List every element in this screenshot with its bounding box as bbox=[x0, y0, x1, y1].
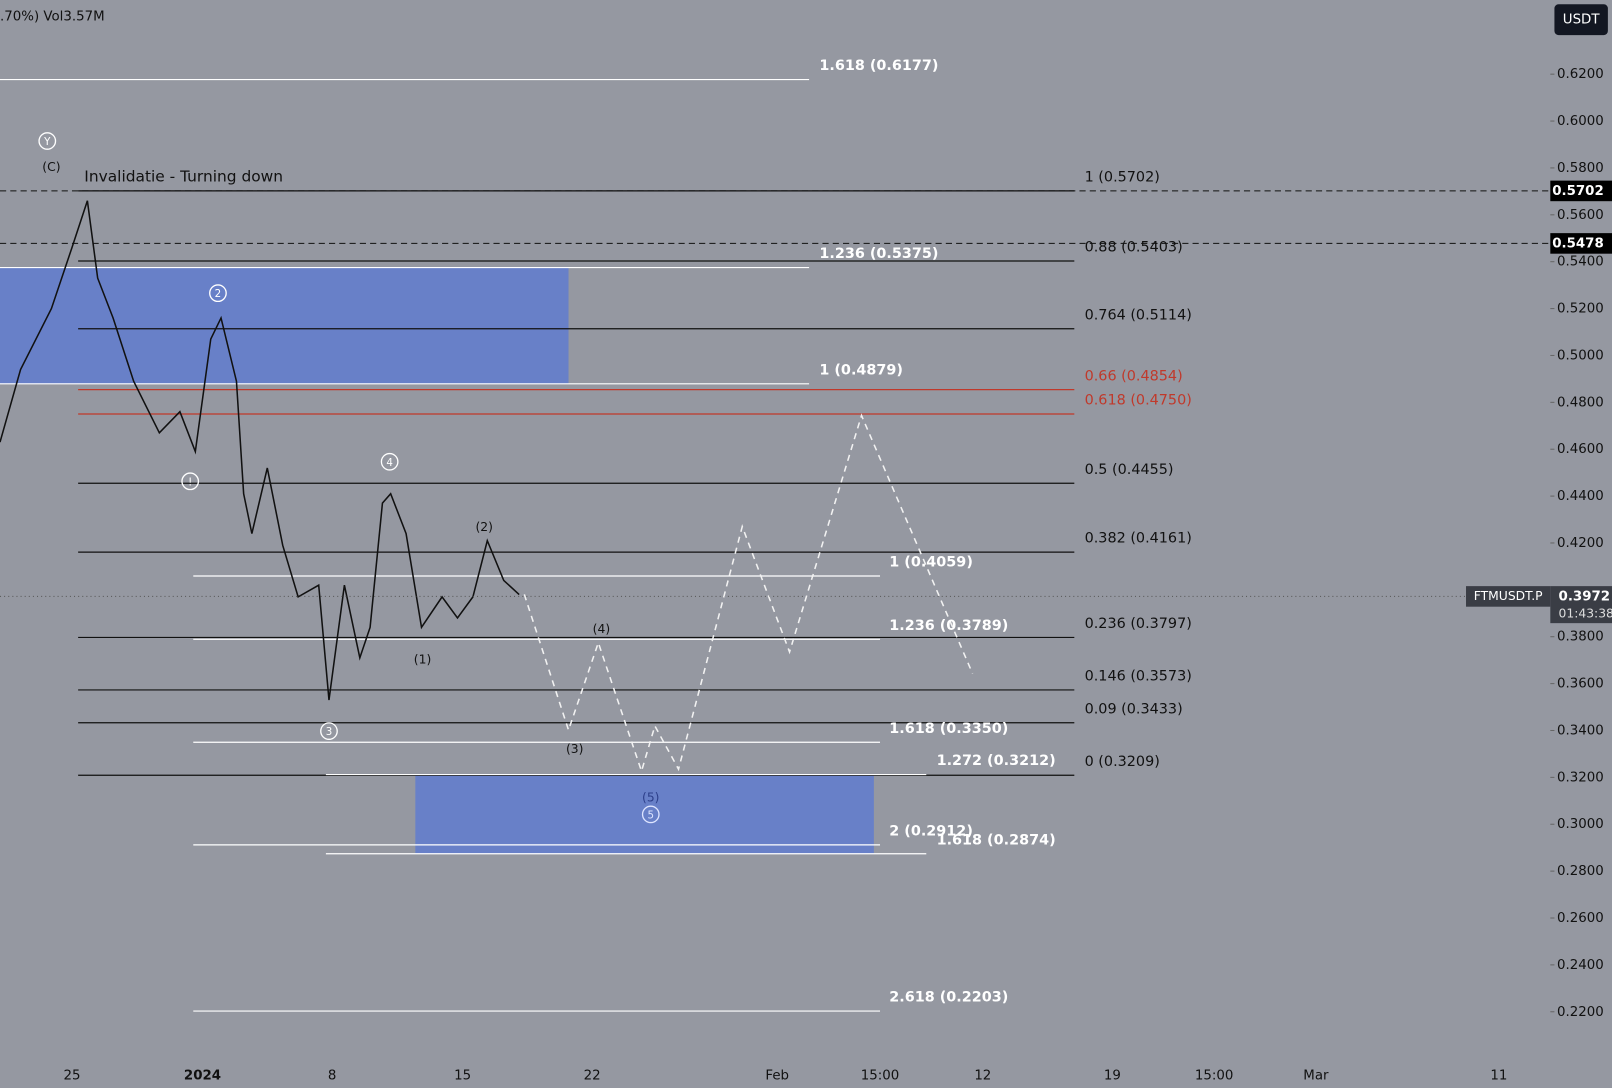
wave-label: 3 bbox=[326, 726, 333, 738]
currency-badge bbox=[1554, 4, 1608, 36]
fib-label: 1 (0.4059) bbox=[889, 555, 973, 571]
y-tick-label: 0.5000 bbox=[1557, 348, 1604, 363]
fib-label: 1.272 (0.3212) bbox=[937, 753, 1056, 769]
wave-label: (C) bbox=[42, 160, 60, 174]
x-tick-label: 15 bbox=[454, 1069, 471, 1084]
projection-path bbox=[523, 413, 974, 774]
y-tick-label: 0.5400 bbox=[1557, 255, 1604, 270]
price-line bbox=[0, 200, 520, 701]
wave-label: 4 bbox=[386, 457, 393, 469]
y-tick-label: 0.6000 bbox=[1557, 114, 1604, 129]
x-tick-label: Feb bbox=[765, 1069, 789, 1084]
wave-circle bbox=[181, 472, 200, 491]
wave-circle bbox=[209, 284, 227, 303]
y-tick-label: 0.2800 bbox=[1557, 864, 1604, 879]
y-tick-label: 0.3000 bbox=[1557, 817, 1604, 832]
y-tick-label: 0.3600 bbox=[1557, 677, 1604, 692]
fib-label: 2 (0.2912) bbox=[889, 824, 973, 840]
fib-label: 0.66 (0.4854) bbox=[1085, 368, 1183, 384]
wave-label: Y bbox=[43, 136, 51, 148]
zone bbox=[0, 267, 569, 384]
wave-label: ! bbox=[188, 476, 192, 488]
fib-label: 0.618 (0.4750) bbox=[1085, 393, 1192, 409]
y-tick-label: 0.5600 bbox=[1557, 208, 1604, 223]
y-tick-label: 0.3800 bbox=[1557, 630, 1604, 645]
y-tick-label: 0.5800 bbox=[1557, 161, 1604, 176]
wave-label: (2) bbox=[475, 520, 492, 534]
fib-label: 1.618 (0.6177) bbox=[819, 58, 938, 74]
status-text: .70%) Vol3.57M bbox=[0, 10, 105, 25]
fib-label: 1 (0.4879) bbox=[819, 362, 903, 378]
y-tick-label: 0.2600 bbox=[1557, 911, 1604, 926]
fib-label: 1.618 (0.3350) bbox=[889, 721, 1008, 737]
fib-label: 0.764 (0.5114) bbox=[1085, 307, 1192, 323]
price-tag: 0.5702 bbox=[1552, 184, 1604, 199]
y-tick-label: 0.4400 bbox=[1557, 489, 1604, 504]
current-price-box bbox=[1550, 586, 1612, 624]
wave-label: 5 bbox=[647, 809, 654, 821]
countdown: 01:43:38 bbox=[1559, 606, 1612, 620]
fib-label: 1.236 (0.3789) bbox=[889, 618, 1008, 634]
fib-label: 0.5 (0.4455) bbox=[1085, 462, 1174, 478]
y-tick-label: 0.4800 bbox=[1557, 395, 1604, 410]
wave-label: (5) bbox=[642, 790, 659, 804]
wave-circle bbox=[380, 452, 399, 471]
symbol-box bbox=[1466, 586, 1551, 607]
y-tick-label: 0.4200 bbox=[1557, 536, 1604, 551]
wave-circle bbox=[320, 722, 338, 740]
x-tick-label: 19 bbox=[1104, 1069, 1121, 1084]
fib-label: 0.236 (0.3797) bbox=[1085, 616, 1192, 632]
symbol: FTMUSDT.P bbox=[1474, 589, 1543, 603]
y-tick-label: 0.2200 bbox=[1557, 1005, 1604, 1020]
fib-label: 0.146 (0.3573) bbox=[1085, 669, 1192, 685]
wave-label: (3) bbox=[566, 742, 583, 756]
current-price: 0.3972 bbox=[1559, 589, 1611, 604]
price-tag-box bbox=[1550, 180, 1612, 202]
fib-label: 1.618 (0.2874) bbox=[937, 832, 1056, 848]
x-tick-label: 25 bbox=[63, 1069, 80, 1084]
wave-circle bbox=[641, 805, 660, 824]
wave-circle bbox=[38, 132, 57, 150]
fib-label: 0.88 (0.5403) bbox=[1085, 240, 1183, 256]
x-tick-label: 2024 bbox=[184, 1069, 221, 1084]
x-tick-label: 15:00 bbox=[1195, 1069, 1234, 1084]
fib-label: 1 (0.5702) bbox=[1085, 170, 1160, 186]
price-tag: 0.5478 bbox=[1552, 236, 1604, 251]
wave-label: (1) bbox=[414, 653, 431, 667]
x-tick-label: 8 bbox=[328, 1069, 336, 1084]
y-tick-label: 0.6200 bbox=[1557, 67, 1604, 82]
fib-label: 2.618 (0.2203) bbox=[889, 990, 1008, 1006]
zone bbox=[415, 774, 874, 854]
fib-label: 0 (0.3209) bbox=[1085, 754, 1160, 770]
x-tick-label: Mar bbox=[1303, 1069, 1329, 1084]
price-tag-box bbox=[1550, 233, 1612, 254]
x-tick-label: 15:00 bbox=[861, 1069, 899, 1084]
fib-label: 0.382 (0.4161) bbox=[1085, 531, 1192, 547]
x-tick-label: 11 bbox=[1490, 1069, 1507, 1084]
currency: USDT bbox=[1563, 13, 1601, 28]
wave-label: 2 bbox=[215, 288, 222, 300]
y-tick-label: 0.2400 bbox=[1557, 958, 1604, 973]
y-tick-label: 0.4600 bbox=[1557, 442, 1604, 457]
y-tick-label: 0.3200 bbox=[1557, 770, 1604, 785]
x-tick-label: 12 bbox=[974, 1069, 991, 1084]
x-tick-label: 22 bbox=[584, 1069, 601, 1084]
y-tick-label: 0.5200 bbox=[1557, 302, 1604, 317]
fib-label: 0.09 (0.3433) bbox=[1085, 701, 1183, 717]
fib-label: 1.236 (0.5375) bbox=[819, 246, 938, 262]
wave-label: (4) bbox=[593, 622, 610, 636]
annotation: Invalidatie - Turning down bbox=[84, 167, 283, 185]
y-tick-label: 0.3400 bbox=[1557, 723, 1604, 738]
